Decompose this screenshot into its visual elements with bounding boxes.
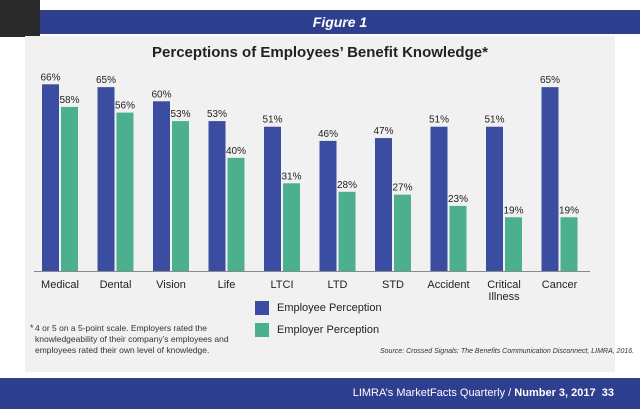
legend-swatch-employee	[255, 301, 269, 315]
category-label: Critical	[487, 279, 521, 291]
data-label: 27%	[392, 183, 412, 194]
footnote: 4 or 5 on a 5-point scale. Employers rat…	[35, 323, 229, 355]
data-label: 65%	[540, 75, 560, 86]
data-label: 66%	[40, 72, 60, 83]
bar-employee	[319, 140, 337, 271]
category-label: Medical	[41, 279, 79, 291]
bar-employee	[486, 126, 503, 271]
category-label: LTD	[328, 279, 348, 291]
bar-employee	[430, 126, 448, 271]
bar-employer	[283, 183, 300, 271]
data-label: 51%	[429, 115, 449, 126]
legend-label-employee: Employee Perception	[277, 302, 382, 314]
bar-employer	[505, 217, 522, 271]
footnote-marker: *	[30, 323, 34, 333]
corner-block	[0, 0, 40, 37]
bar-employer	[61, 106, 78, 271]
data-label: 60%	[151, 89, 171, 100]
bar-employee	[264, 126, 281, 271]
data-label: 53%	[207, 109, 227, 120]
bar-employee	[541, 87, 559, 272]
footer-text: LIMRA’s MarketFacts Quarterly / Number 3…	[353, 387, 614, 399]
data-label: 19%	[503, 205, 523, 216]
bar-employer	[394, 194, 411, 271]
bar-employer	[172, 121, 189, 271]
data-label: 40%	[226, 146, 246, 157]
category-label: Life	[218, 279, 236, 291]
category-label: Cancer	[542, 279, 578, 291]
category-label: Illness	[488, 291, 520, 303]
data-label: 47%	[373, 126, 393, 137]
bar-employee	[208, 121, 226, 271]
figure-banner: Figure 1	[40, 10, 640, 34]
data-label: 23%	[448, 194, 468, 205]
category-label: LTCI	[270, 279, 293, 291]
footer-issue: Number 3, 2017	[514, 387, 596, 399]
bar-employer	[116, 112, 134, 271]
bar-employee	[97, 87, 115, 272]
legend-label-employer: Employer Perception	[277, 324, 380, 336]
data-label: 19%	[559, 205, 579, 216]
chart-title: Perceptions of Employees’ Benefit Knowle…	[152, 44, 488, 61]
bar-employee	[153, 101, 170, 272]
category-label: STD	[382, 279, 404, 291]
data-label: 65%	[96, 75, 116, 86]
data-label: 56%	[115, 101, 135, 112]
data-label: 28%	[337, 180, 357, 191]
legend-swatch-employer	[255, 323, 269, 337]
category-label: Vision	[156, 279, 186, 291]
category-label: Accident	[427, 279, 469, 291]
bar-employer	[227, 157, 245, 271]
data-label: 51%	[262, 115, 282, 126]
source-note: Source: Crossed Signals: The Benefits Co…	[380, 348, 635, 355]
footer-page-number: 33	[601, 387, 614, 399]
data-label: 51%	[484, 115, 504, 126]
category-label: Dental	[100, 279, 132, 291]
bar-employer	[338, 191, 356, 271]
data-label: 53%	[170, 109, 190, 120]
bar-employee	[375, 138, 392, 271]
bar-employee	[42, 84, 59, 271]
data-label: 31%	[281, 171, 301, 182]
data-label: 58%	[59, 95, 79, 106]
bar-employer	[449, 205, 467, 271]
footer-publication: LIMRA’s MarketFacts Quarterly /	[352, 387, 515, 399]
data-label: 46%	[318, 129, 338, 140]
bar-employer	[560, 217, 578, 271]
footer-bar: LIMRA’s MarketFacts Quarterly / Number 3…	[0, 378, 640, 409]
